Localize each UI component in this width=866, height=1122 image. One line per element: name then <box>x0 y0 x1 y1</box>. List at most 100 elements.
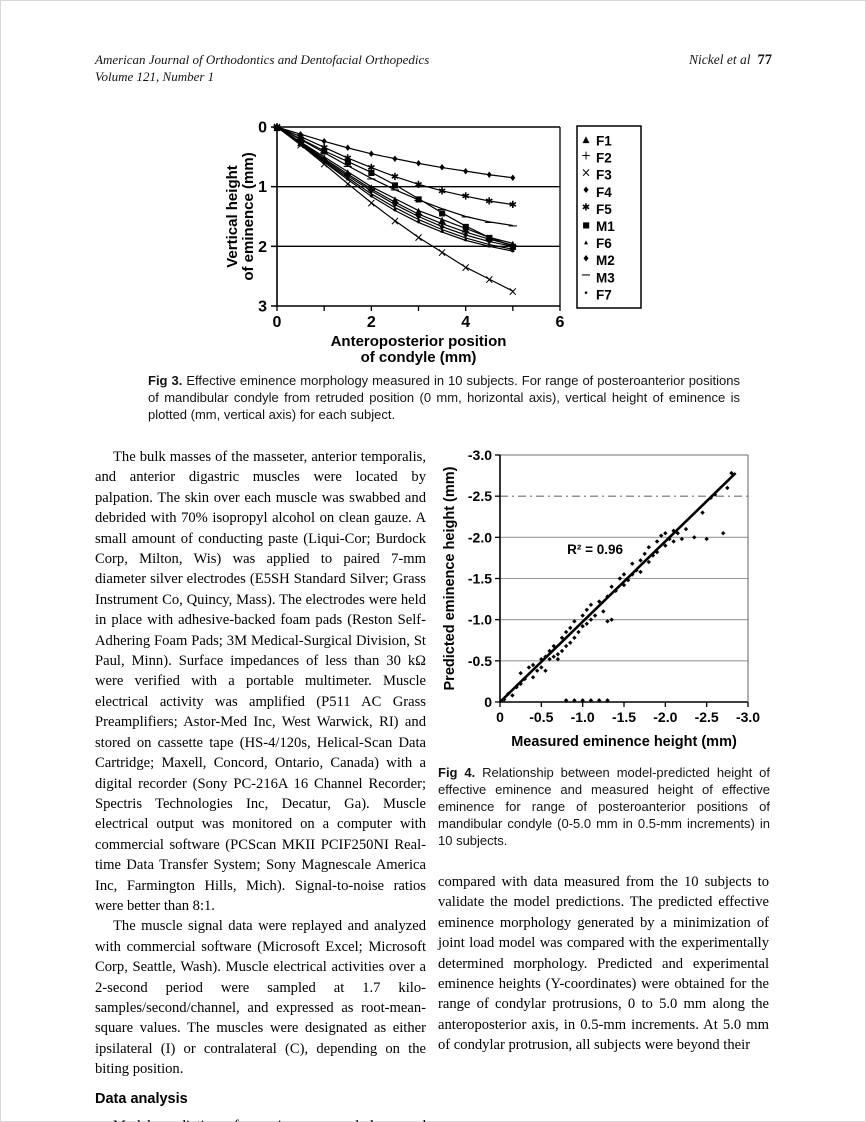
svg-text:0: 0 <box>273 314 282 331</box>
svg-text:•: • <box>322 158 327 168</box>
fig3-caption-text: Effective eminence morphology measured i… <box>148 373 741 422</box>
svg-text:×: × <box>484 272 494 286</box>
svg-text:♦: ♦ <box>367 150 375 160</box>
svg-text:+: + <box>343 167 353 181</box>
svg-text:■: ■ <box>462 222 470 231</box>
svg-text:♦: ♦ <box>320 137 328 147</box>
svg-text:✱: ✱ <box>320 143 328 154</box>
svg-text:M1: M1 <box>596 219 615 234</box>
svg-text:■: ■ <box>415 194 423 203</box>
svg-text:▴: ▴ <box>346 174 350 183</box>
svg-text:✱: ✱ <box>367 163 375 174</box>
svg-text:−: − <box>507 219 518 234</box>
svg-text:0: 0 <box>496 709 504 725</box>
svg-text:▴: ▴ <box>322 157 326 166</box>
svg-text:Predicted eminence height (mm): Predicted eminence height (mm) <box>442 466 458 690</box>
svg-text:of eminence (mm): of eminence (mm) <box>240 152 257 280</box>
svg-text:▲: ▲ <box>439 216 446 226</box>
running-header-left: American Journal of Orthodontics and Den… <box>95 52 525 85</box>
svg-text:♦: ♦ <box>273 123 281 133</box>
fig3-caption: Fig 3. Effective eminence morphology mea… <box>148 372 740 423</box>
svg-text:•: • <box>345 176 350 186</box>
svg-text:♦: ♦ <box>509 242 517 252</box>
svg-text:■: ■ <box>391 181 399 190</box>
svg-text:F1: F1 <box>596 134 612 149</box>
svg-text:♦: ♦ <box>509 174 517 184</box>
svg-text:✱: ✱ <box>344 154 352 165</box>
svg-text:•: • <box>369 192 374 202</box>
svg-text:♦: ♦ <box>414 213 422 223</box>
svg-text:▲: ▲ <box>462 225 469 235</box>
svg-text:♦: ♦ <box>462 231 470 241</box>
svg-text:✱: ✱ <box>438 186 446 197</box>
svg-text:+: + <box>484 232 494 246</box>
svg-text:♦: ♦ <box>367 187 375 197</box>
svg-text:×: × <box>296 138 306 152</box>
paragraph-methods-1: The bulk masses of the masseter, anterio… <box>95 449 426 914</box>
svg-text:×: × <box>319 157 329 171</box>
svg-text:Vertical height: Vertical height <box>225 165 241 268</box>
svg-text:M3: M3 <box>596 270 615 285</box>
svg-text:R² = 0.96: R² = 0.96 <box>567 542 623 557</box>
svg-text:•: • <box>463 237 468 247</box>
svg-text:♦: ♦ <box>485 238 493 248</box>
svg-text:-2.0: -2.0 <box>653 709 677 725</box>
svg-text:▲: ▲ <box>509 240 516 250</box>
svg-text:F6: F6 <box>596 236 612 251</box>
svg-text:-1.5: -1.5 <box>468 571 492 587</box>
svg-text:-2.0: -2.0 <box>468 529 492 545</box>
svg-text:0: 0 <box>258 120 267 137</box>
fig3-caption-label: Fig 3. <box>148 373 183 388</box>
svg-text:♦: ♦ <box>391 155 399 165</box>
svg-text:▲: ▲ <box>391 195 398 205</box>
svg-text:■: ■ <box>438 209 446 218</box>
svg-text:4: 4 <box>461 314 470 331</box>
svg-text:+: + <box>461 225 471 239</box>
svg-text:▴: ▴ <box>464 234 468 243</box>
svg-text:F5: F5 <box>596 202 612 217</box>
svg-text:♦: ♦ <box>485 171 493 181</box>
svg-text:•: • <box>298 140 303 150</box>
paragraph-data-analysis: Model predictions for eminence morpholog… <box>95 1116 426 1122</box>
fig4-caption-text: Relationship between model-predicted hei… <box>438 765 770 848</box>
svg-text:+: + <box>437 217 447 231</box>
svg-text:2: 2 <box>258 239 267 256</box>
svg-text:F7: F7 <box>596 287 612 302</box>
svg-text:×: × <box>390 214 400 228</box>
svg-text:■: ■ <box>368 168 376 177</box>
svg-text:M2: M2 <box>596 253 615 268</box>
svg-text:▴: ▴ <box>369 190 373 199</box>
svg-text:0: 0 <box>484 694 492 710</box>
svg-text:−: − <box>460 210 471 225</box>
svg-text:×: × <box>366 196 376 210</box>
svg-text:−: − <box>484 215 495 230</box>
svg-text:+: + <box>508 238 518 252</box>
fig4-caption-label: Fig 4. <box>438 765 476 780</box>
left-column: The bulk masses of the masseter, anterio… <box>95 447 426 1122</box>
svg-text:■: ■ <box>509 242 517 251</box>
svg-text:▴: ▴ <box>487 240 491 249</box>
paragraph-validation: compared with data measured from the 10 … <box>438 874 769 1054</box>
svg-text:−: − <box>437 202 448 217</box>
svg-text:♦: ♦ <box>344 144 352 154</box>
svg-text:▲: ▲ <box>274 123 281 133</box>
svg-text:3: 3 <box>258 299 267 316</box>
svg-text:-0.5: -0.5 <box>468 653 492 669</box>
page-number: 77 <box>757 52 773 68</box>
svg-text:♦: ♦ <box>438 164 446 174</box>
svg-text:−: − <box>389 183 400 198</box>
fig4-svg: 0 -0.5 -1.0 -1.5 -2.0 -2.5 -3.0 0 -0.5 -1.0 -1.5 -2… <box>442 447 760 750</box>
svg-text:6: 6 <box>556 314 565 331</box>
fig3-chart: 0 1 2 3 0 2 4 6 ▲ ▲ ▲ ▲ ▲ ▲ ▲ ▲ ▲ ▲ ▲ + + + + + + + + + + + × × × × × × × × × ×… <box>224 110 655 368</box>
svg-text:-0.5: -0.5 <box>529 709 553 725</box>
svg-text:×: × <box>437 246 447 260</box>
svg-text:♦: ♦ <box>273 123 281 133</box>
svg-text:■: ■ <box>485 233 493 242</box>
svg-text:+: + <box>319 152 329 166</box>
svg-text:•: • <box>510 247 515 257</box>
svg-text:+: + <box>366 182 376 196</box>
svg-text:▴: ▴ <box>511 245 515 254</box>
svg-text:−: − <box>319 146 330 161</box>
